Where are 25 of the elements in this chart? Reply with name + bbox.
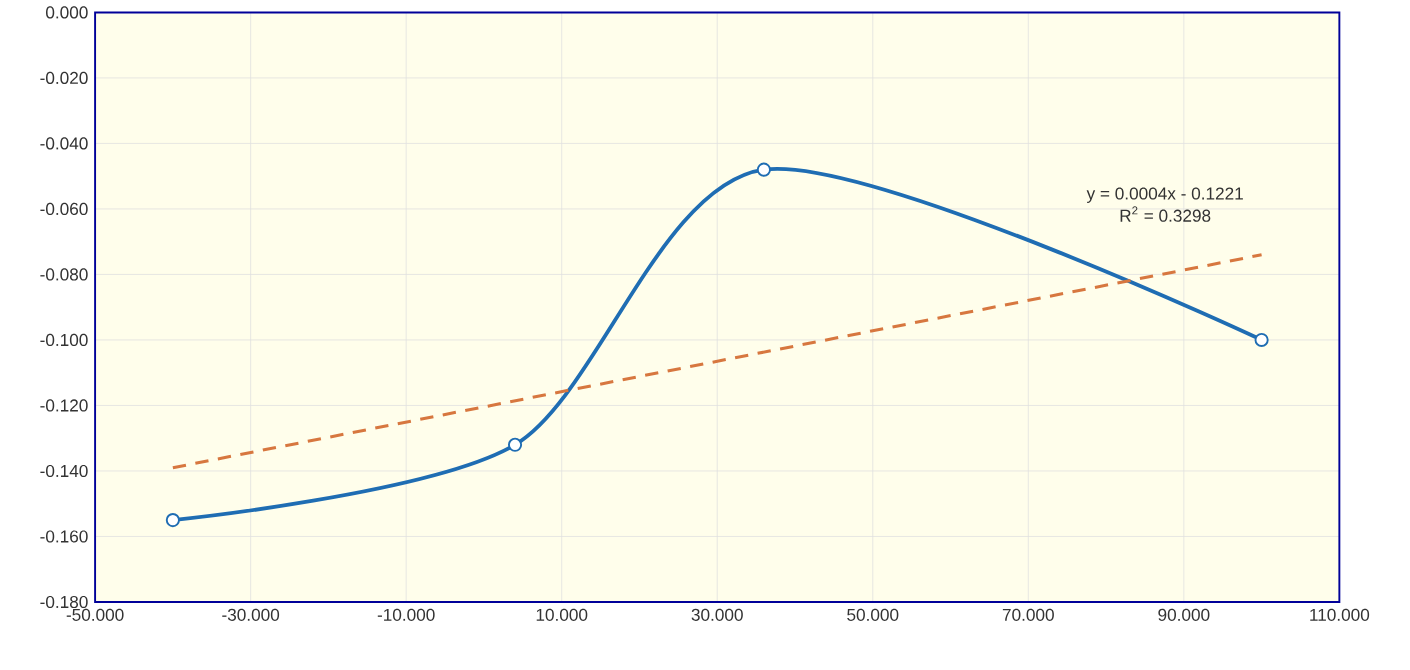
y-tick-label: -0.180 <box>40 595 88 608</box>
point <box>507 437 523 452</box>
x-tick-label: 10.000 <box>536 608 588 621</box>
x-tick-label: 30.000 <box>691 608 743 621</box>
y-tick-label: 0.000 <box>46 6 88 19</box>
y-tick-label: -0.080 <box>40 268 88 281</box>
point <box>1254 332 1269 347</box>
x-tick-label: -10.000 <box>377 608 435 621</box>
x-tick-label: -30.000 <box>222 608 280 621</box>
y-tick-label: -0.040 <box>40 137 88 150</box>
x-tick-label: -50.000 <box>66 608 124 621</box>
y-tick-label: -0.140 <box>40 464 88 477</box>
annotation: R$^{2}$ = 0.3298 <box>1120 206 1211 222</box>
x-tick-label: 50.000 <box>847 608 899 621</box>
x-tick-label: 70.000 <box>1002 608 1054 621</box>
x-tick-label: 90.000 <box>1158 608 1210 621</box>
point <box>756 162 771 177</box>
y-tick-label: -0.160 <box>40 530 88 543</box>
x-tick-label: 110.000 <box>1310 608 1370 621</box>
y-tick-label: -0.060 <box>40 202 88 215</box>
y-tick-label: -0.100 <box>40 333 88 346</box>
y-tick-label: -0.020 <box>40 71 88 84</box>
annotation: y = 0.0004x - 0.1221 <box>1086 187 1243 203</box>
y-tick-label: -0.120 <box>40 399 88 412</box>
point <box>165 512 180 527</box>
